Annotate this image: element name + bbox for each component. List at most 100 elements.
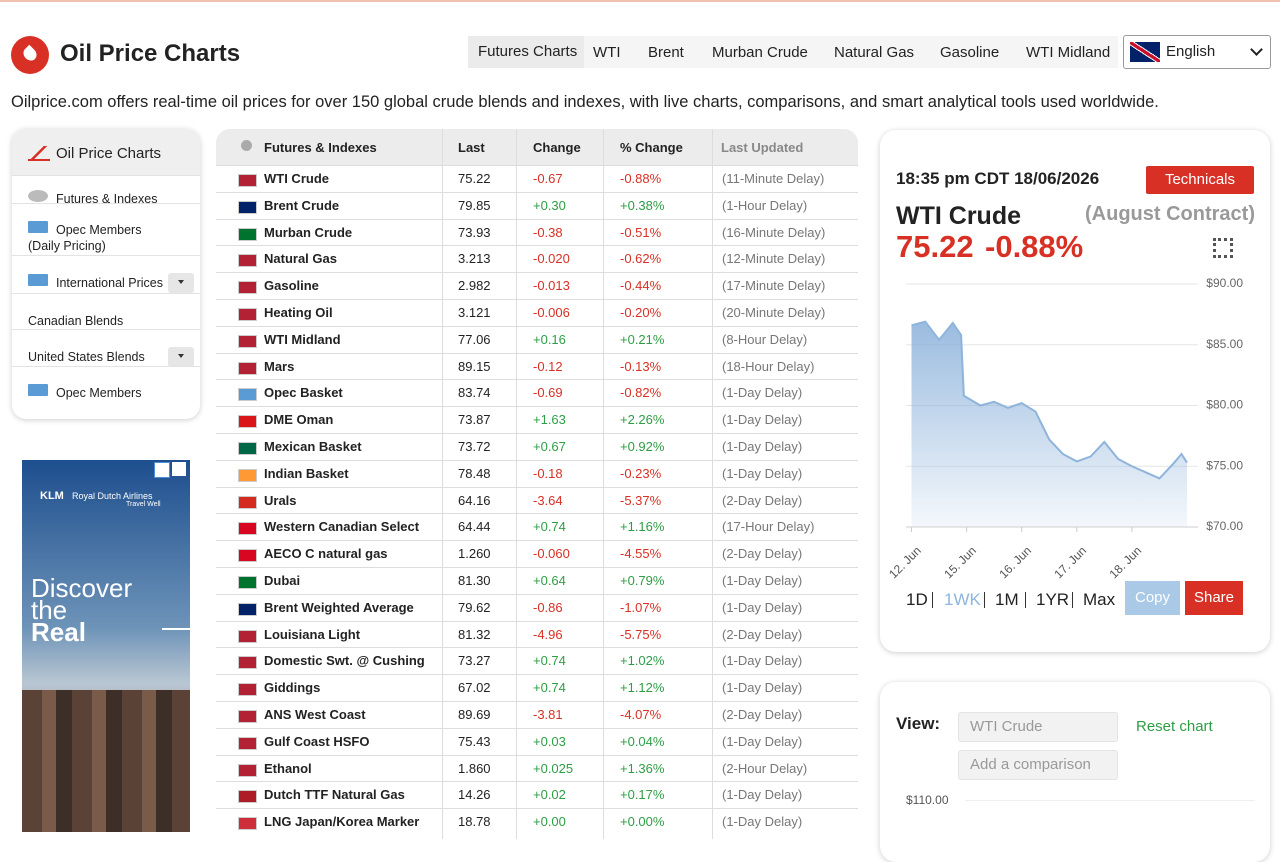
flag-uk	[1130, 42, 1160, 62]
logo[interactable]	[11, 36, 49, 74]
row-divider	[216, 165, 858, 166]
row-flag	[238, 361, 257, 375]
row-name[interactable]: Louisiana Light	[264, 626, 361, 642]
row-name[interactable]: Ethanol	[264, 760, 312, 776]
row-name[interactable]: Gasoline	[264, 278, 319, 294]
row-name[interactable]: WTI Midland	[264, 331, 341, 347]
site-title: Oil Price Charts	[60, 40, 241, 67]
range-btn[interactable]: 1YR	[1036, 590, 1070, 609]
sidebar-item[interactable]: Canadian Blends	[28, 314, 124, 328]
range-btn[interactable]: Max	[1083, 590, 1116, 609]
sidebar-item[interactable]: Opec Members	[56, 386, 142, 400]
pct-change: +1.16%	[620, 519, 665, 535]
row-name[interactable]: Brent Crude	[264, 197, 340, 213]
row-name[interactable]: Giddings	[264, 680, 321, 696]
row-name[interactable]: Western Canadian Select	[264, 519, 420, 535]
row-name[interactable]: Dutch TTF Natural Gas	[264, 787, 405, 803]
row-name[interactable]: Domestic Swt. @ Cushing	[264, 653, 425, 669]
row-name[interactable]: DME Oman	[264, 412, 334, 428]
last-price: 73.93	[458, 224, 491, 240]
row-name[interactable]: Murban Crude	[264, 224, 353, 240]
range-sep	[1072, 592, 1073, 608]
last-price: 64.16	[458, 492, 491, 508]
row-name[interactable]: Brent Weighted Average	[264, 599, 414, 615]
range-btn[interactable]: 1D	[906, 590, 928, 609]
table-head-icon	[241, 140, 252, 151]
row-name[interactable]: AECO C natural gas	[264, 546, 388, 562]
row-name[interactable]: WTI Crude	[264, 171, 329, 186]
compare-box[interactable]	[958, 750, 1118, 780]
row-divider	[216, 379, 858, 381]
dropdown-toggle[interactable]	[168, 273, 194, 293]
share-btn[interactable]: Share	[1185, 581, 1243, 615]
nav-link[interactable]: Brent	[648, 44, 684, 61]
sidebar-item[interactable]: United States Blends	[28, 350, 145, 364]
row-flag	[238, 817, 257, 831]
row-name[interactable]: Gulf Coast HSFO	[264, 733, 370, 749]
range-btn[interactable]: 1WK	[944, 590, 981, 609]
last-updated: (11-Minute Delay)	[722, 171, 825, 186]
row-flag	[238, 334, 257, 348]
last-price: 79.85	[458, 197, 491, 213]
last-price: 77.06	[458, 331, 491, 347]
dropdown-toggle[interactable]	[168, 347, 194, 367]
row-name[interactable]: Urals	[264, 492, 297, 508]
row-divider	[216, 620, 858, 622]
select-value: WTI Crude	[970, 718, 1043, 735]
row-flag	[238, 442, 257, 455]
compare-placeholder: Add a comparison	[970, 756, 1091, 773]
row-name[interactable]: Dubai	[264, 573, 301, 588]
pct-change: -0.23%	[620, 465, 662, 481]
range-sep	[984, 592, 985, 608]
copy-btn[interactable]: Copy	[1125, 581, 1180, 615]
reset-link[interactable]: Reset chart	[1136, 718, 1213, 735]
row-name[interactable]: Mars	[264, 358, 295, 374]
row-name[interactable]: Opec Basket	[264, 385, 343, 401]
last-updated: (1-Day Delay)	[722, 385, 803, 401]
nav-link[interactable]: Gasoline	[940, 44, 1000, 61]
last-price: 83.74	[458, 385, 491, 401]
last-price: 1.860	[458, 760, 491, 776]
ad-close	[172, 462, 186, 476]
select-box[interactable]	[958, 712, 1118, 742]
price-change: -0.88%	[985, 229, 1084, 264]
expand-icon[interactable]	[1213, 238, 1233, 258]
technicals-btn[interactable]: Technicals	[1146, 166, 1254, 194]
nav-link[interactable]: Natural Gas	[834, 44, 915, 61]
nav-link[interactable]: WTI	[593, 44, 621, 61]
language-select[interactable]: English	[1123, 35, 1271, 69]
row-divider	[216, 808, 858, 810]
row-flag	[238, 308, 257, 321]
pct-change: +0.21%	[620, 331, 665, 347]
row-name[interactable]: Heating Oil	[264, 305, 333, 320]
ad-headline: Discover	[31, 573, 133, 603]
range-btn[interactable]: 1M	[995, 590, 1019, 609]
sidebar-item-icon	[28, 274, 48, 286]
nav-link[interactable]: Futures Charts	[478, 43, 578, 60]
view-label: View:	[896, 714, 941, 733]
row-name[interactable]: Indian Basket	[264, 465, 349, 481]
row-flag	[238, 576, 257, 589]
change: -0.69	[533, 385, 563, 401]
change: +0.74	[533, 519, 566, 535]
row-name[interactable]: Mexican Basket	[264, 439, 362, 454]
top-border	[0, 0, 1280, 2]
row-name[interactable]: LNG Japan/Korea Marker	[264, 814, 420, 830]
nav-link[interactable]: Murban Crude	[712, 44, 808, 61]
row-divider	[216, 218, 858, 220]
last-updated: (16-Minute Delay)	[722, 224, 826, 240]
sidebar-item[interactable]: Futures & Indexes	[56, 192, 158, 206]
nav-link[interactable]: WTI Midland	[1026, 44, 1111, 61]
row-flag	[238, 495, 257, 509]
row-name[interactable]: Natural Gas	[264, 251, 337, 267]
row-divider	[216, 352, 858, 354]
row-divider	[216, 433, 858, 434]
last-updated: (2-Day Delay)	[722, 626, 803, 642]
sidebar-item[interactable]: Opec Members (Daily Pricing)	[28, 223, 142, 253]
row-flag	[238, 629, 257, 643]
range-sep	[1025, 592, 1026, 608]
pct-change: +0.04%	[620, 733, 665, 749]
row-name[interactable]: ANS West Coast	[264, 707, 366, 722]
sidebar-item[interactable]: International Prices	[56, 276, 164, 290]
last-updated: (1-Day Delay)	[722, 733, 803, 749]
